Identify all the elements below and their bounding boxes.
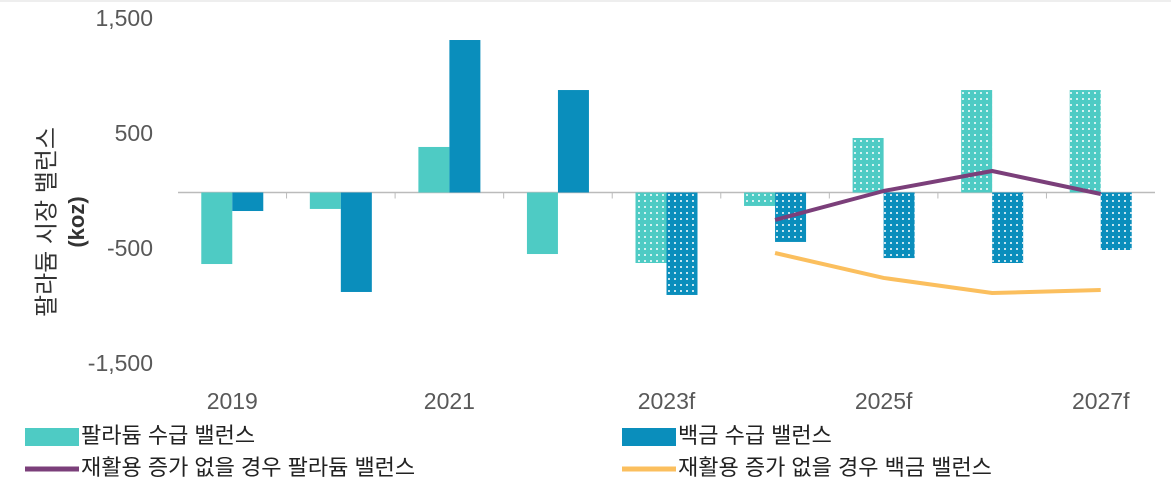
legend-swatch [622, 428, 676, 446]
y-tick-label: -1,500 [88, 350, 153, 376]
legend-label: 재활용 증가 없을 경우 팔라듐 밸런스 [81, 455, 415, 480]
y-axis-unit: (koz) [64, 196, 89, 247]
x-tick-label: 2021 [424, 388, 475, 414]
bar-pattern [666, 192, 698, 295]
bar-pattern [992, 192, 1024, 263]
bar [557, 90, 589, 193]
bar [340, 192, 372, 292]
legend-label: 백금 수급 밸런스 [678, 423, 832, 448]
x-tick-label: 2019 [207, 388, 258, 414]
x-tick-label: 2025f [855, 388, 913, 414]
legend-label: 재활용 증가 없을 경우 백금 밸런스 [678, 455, 992, 480]
y-axis-title: 팔라듐 시장 밸런스 [33, 127, 60, 317]
bar [201, 192, 233, 265]
bar-pattern [744, 192, 776, 206]
line-series [774, 251, 1101, 296]
bar [309, 192, 341, 209]
bar-pattern [852, 137, 884, 193]
bar-pattern [635, 192, 667, 263]
legend-swatch [25, 428, 79, 446]
bar [449, 40, 481, 193]
bar [526, 192, 558, 255]
line-series [774, 168, 1102, 222]
y-tick-label: 500 [115, 120, 153, 146]
bar [232, 192, 264, 212]
y-tick-label: 1,500 [95, 5, 153, 31]
bar [418, 146, 450, 193]
x-tick-label: 2027f [1072, 388, 1130, 414]
bar-pattern [1100, 192, 1132, 250]
x-tick-label: 2023f [638, 388, 696, 414]
y-tick-label: -500 [107, 235, 153, 261]
bar-pattern [883, 192, 915, 259]
legend-label: 팔라듐 수급 밸런스 [81, 423, 255, 448]
bar-pattern [1069, 90, 1101, 193]
